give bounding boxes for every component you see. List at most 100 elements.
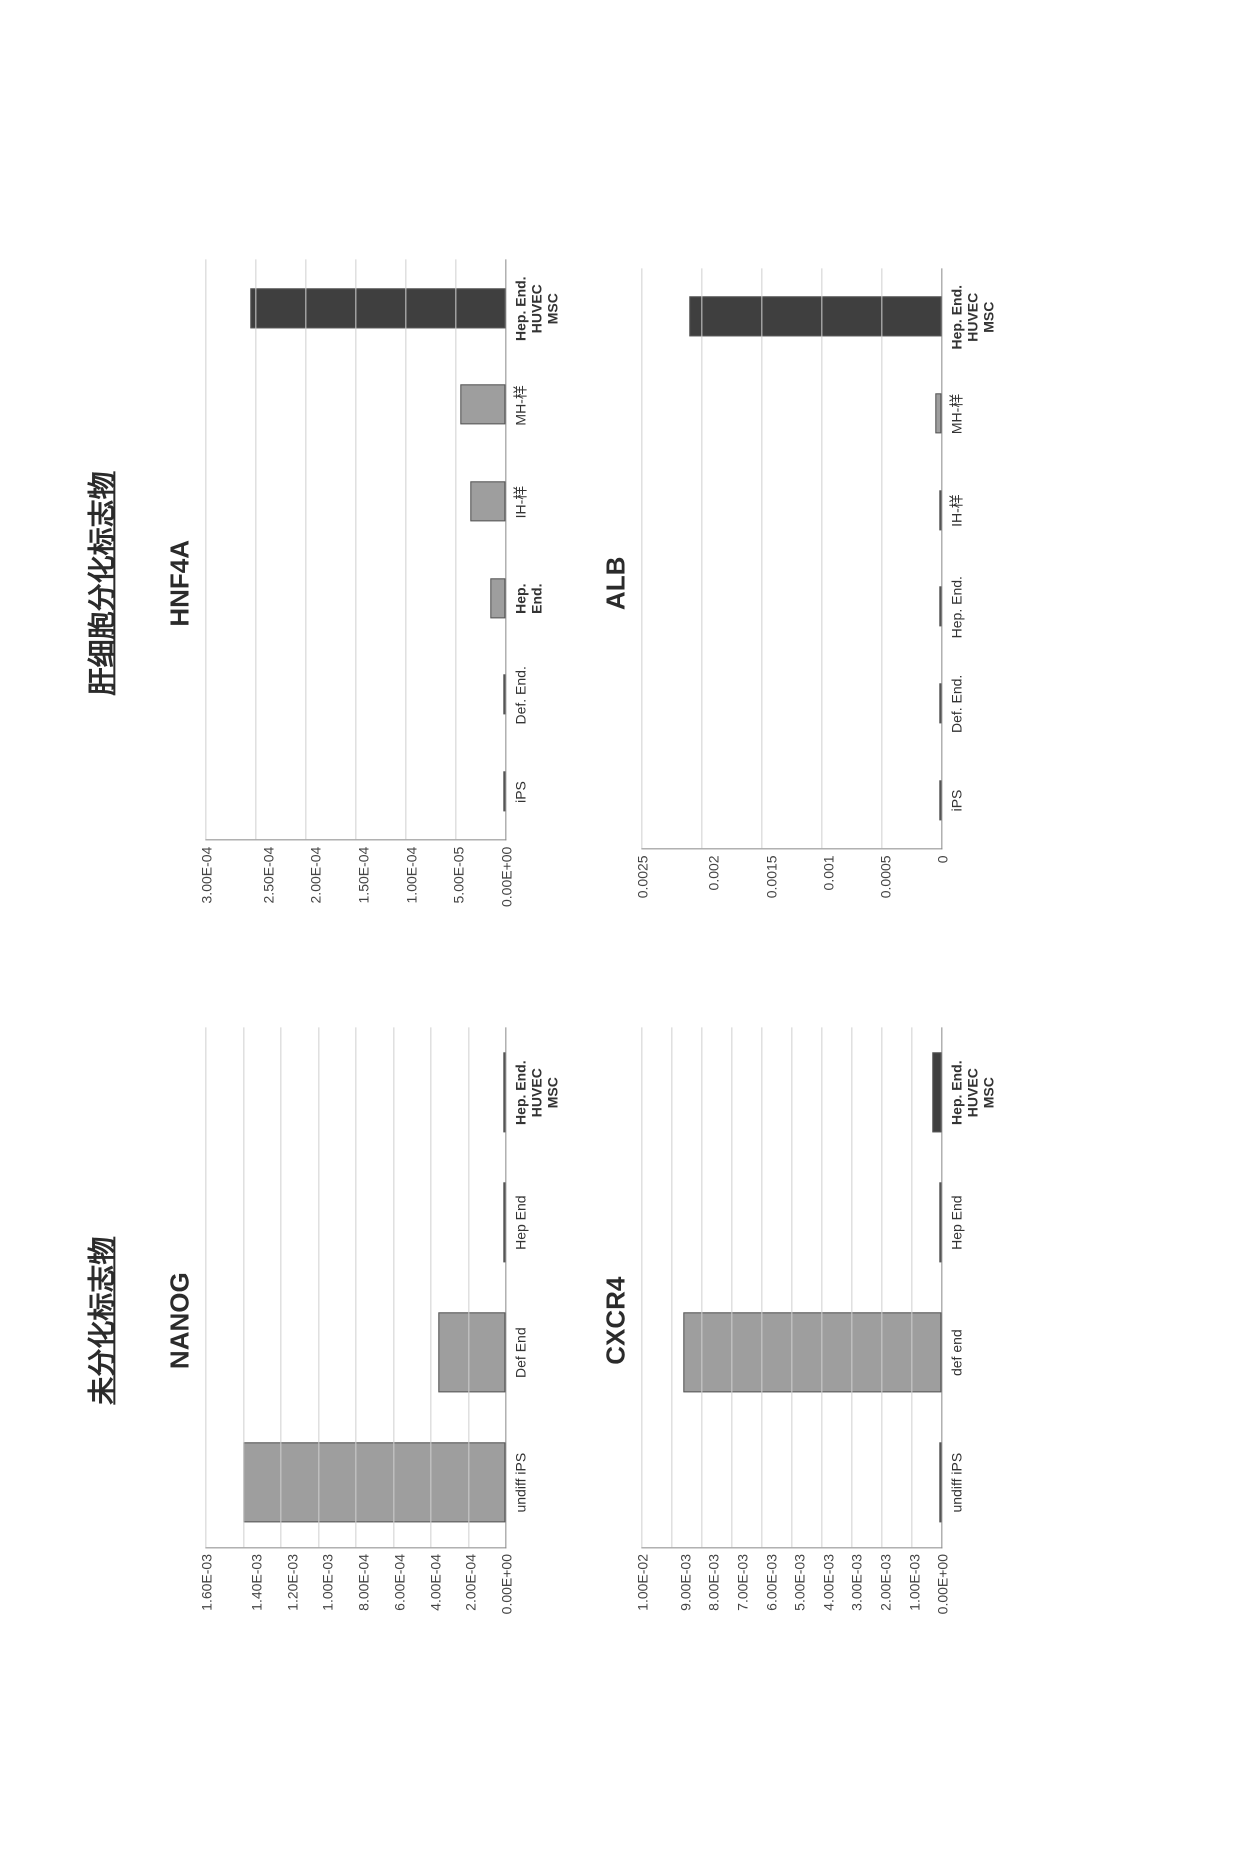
y-tick-label: 1.00E-04	[404, 846, 418, 903]
bar-slot	[205, 1417, 505, 1547]
y-tick-label: 5.00E-05	[451, 846, 465, 903]
bar	[939, 490, 941, 530]
x-tick-label: Hep. End.HUVECMSC	[948, 1027, 996, 1157]
bar-slot	[205, 259, 505, 356]
y-tick-label: 9.00E-03	[678, 1554, 692, 1611]
x-tick-label: Hep. End.HUVECMSC	[948, 268, 996, 365]
y-tick-label: 1.00E-03	[907, 1554, 921, 1611]
chart-body: 0.00250.0020.00150.0010.00050	[641, 268, 942, 898]
bar-slot	[205, 356, 505, 453]
x-tick-label: Hep. End.HUVECMSC	[512, 260, 560, 357]
bar	[503, 674, 505, 714]
y-tick-label: 2.50E-04	[261, 846, 275, 903]
y-tick-label: 4.00E-03	[821, 1554, 835, 1611]
bar	[503, 1052, 505, 1132]
bar-slot	[205, 1027, 505, 1157]
bar	[438, 1312, 506, 1392]
x-tick-label: Def. End.	[512, 647, 560, 744]
bar-slot	[641, 365, 941, 462]
x-axis-labels: undiff iPSDef EndHep EndHep. End.HUVECMS…	[512, 1027, 560, 1547]
bar-slot	[205, 453, 505, 550]
y-tick-label: 0.00E+00	[935, 1554, 949, 1614]
x-tick-label: Def End	[512, 1287, 560, 1417]
x-tick-label: iPS	[512, 743, 560, 840]
chart-title: HNF4A	[164, 540, 195, 627]
y-tick-label: 0.001	[821, 855, 835, 890]
plot-area	[641, 268, 942, 849]
bar-slot	[641, 558, 941, 655]
x-tick-label: Def. End.	[948, 655, 996, 752]
chart-body: 1.60E-031.40E-031.20E-031.00E-038.00E-04…	[205, 1027, 506, 1614]
x-axis-labels: iPSDef. End.Hep. End.IH-样MH-样Hep. End.HU…	[948, 268, 996, 848]
y-tick-label: 8.00E-04	[356, 1554, 370, 1611]
chart-title: NANOG	[164, 1272, 195, 1369]
y-tick-label: 3.00E-04	[199, 846, 213, 903]
y-tick-label: 1.00E-02	[635, 1554, 649, 1611]
chart-alb: ALB 0.0025 0.002 0.0015 0.001 0.0005 0 iPSDef. …	[600, 268, 996, 898]
y-tick-label: 7.00E-03	[735, 1554, 749, 1611]
bar	[689, 296, 941, 336]
plot-area	[205, 259, 506, 840]
x-tick-label: IH-样	[512, 453, 560, 550]
bar-slot	[641, 268, 941, 365]
y-axis-labels: 1.60E-031.40E-031.20E-031.00E-038.00E-04…	[206, 1548, 506, 1614]
chart-body: 3.00E-042.50E-042.00E-041.50E-041.00E-04…	[205, 259, 506, 906]
x-tick-label: undiff iPS	[948, 1417, 996, 1547]
plot-area	[641, 1027, 942, 1548]
bar-slot	[205, 549, 505, 646]
bar-slot	[641, 751, 941, 848]
x-axis-labels: iPSDef. End.Hep.End.IH-样MH-样Hep. End.HUV…	[512, 260, 560, 840]
chart-nanog: NANOG1.60E-031.40E-031.20E-031.00E-038.0…	[164, 1027, 560, 1614]
y-tick-label: 5.00E-03	[792, 1554, 806, 1611]
x-tick-label: Hep End	[948, 1157, 996, 1287]
bar	[939, 683, 941, 723]
x-tick-label: Hep. End.	[948, 558, 996, 655]
x-tick-label: IH-样	[948, 462, 996, 559]
bar	[503, 1182, 505, 1262]
y-tick-label: 4.00E-04	[428, 1554, 442, 1611]
bar-slot	[205, 1287, 505, 1417]
y-tick-label: 0.0025	[635, 855, 649, 898]
y-tick-label: 8.00E-03	[706, 1554, 720, 1611]
chart-body: 1.00E-029.00E-038.00E-037.00E-036.00E-03…	[641, 1027, 942, 1614]
y-tick-label: 1.00E-03	[320, 1554, 334, 1611]
chart-cxcr4: CXCR41.00E-029.00E-038.00E-037.00E-036.0…	[600, 1027, 996, 1614]
y-tick-label: 2.00E-04	[463, 1554, 477, 1611]
y-tick-label: 6.00E-03	[764, 1554, 778, 1611]
bar-slot	[641, 1417, 941, 1547]
bar	[939, 1442, 941, 1522]
right-column-header: 肝细胞分化标志物	[80, 471, 120, 695]
y-axis-labels: 0.00250.0020.00150.0010.00050	[642, 849, 942, 898]
y-tick-label: 0.0015	[764, 855, 778, 898]
y-tick-label: 1.50E-04	[356, 846, 370, 903]
y-tick-label: 0.002	[706, 855, 720, 890]
x-tick-label: undiff iPS	[512, 1417, 560, 1547]
x-axis-labels: undiff iPSdef endHep EndHep. End.HUVECMS…	[948, 1027, 996, 1547]
y-tick-label: 0	[935, 855, 949, 863]
y-tick-label: 2.00E-03	[878, 1554, 892, 1611]
x-tick-label: Hep.End.	[512, 550, 560, 647]
bar-slot	[641, 1027, 941, 1157]
x-tick-label: MH-样	[512, 357, 560, 454]
bar-slot	[205, 646, 505, 743]
plot-area	[205, 1027, 506, 1548]
bar	[932, 1052, 941, 1132]
bar	[683, 1312, 941, 1392]
bar	[935, 393, 941, 433]
y-tick-label: 6.00E-04	[392, 1554, 406, 1611]
bar	[470, 481, 505, 521]
bar-slot	[641, 461, 941, 558]
x-tick-label: iPS	[948, 752, 996, 849]
x-tick-label: MH-样	[948, 365, 996, 462]
chart-title: ALB	[600, 556, 631, 609]
y-tick-label: 1.40E-03	[249, 1554, 263, 1611]
bar	[250, 288, 505, 328]
bar	[490, 578, 505, 618]
y-tick-label: 0.0005	[878, 855, 892, 898]
y-tick-label: 0.00E+00	[499, 1554, 513, 1614]
figure-panel: 未分化标志物 NANOG1.60E-031.40E-031.20E-031.00…	[70, 259, 1170, 1614]
chart-hnf4a: HNF4A3.00E-042.50E-042.00E-041.50E-041.0…	[164, 259, 560, 906]
bar	[243, 1442, 506, 1522]
y-tick-label: 0.00E+00	[499, 846, 513, 906]
left-column-header: 未分化标志物	[80, 1236, 120, 1404]
